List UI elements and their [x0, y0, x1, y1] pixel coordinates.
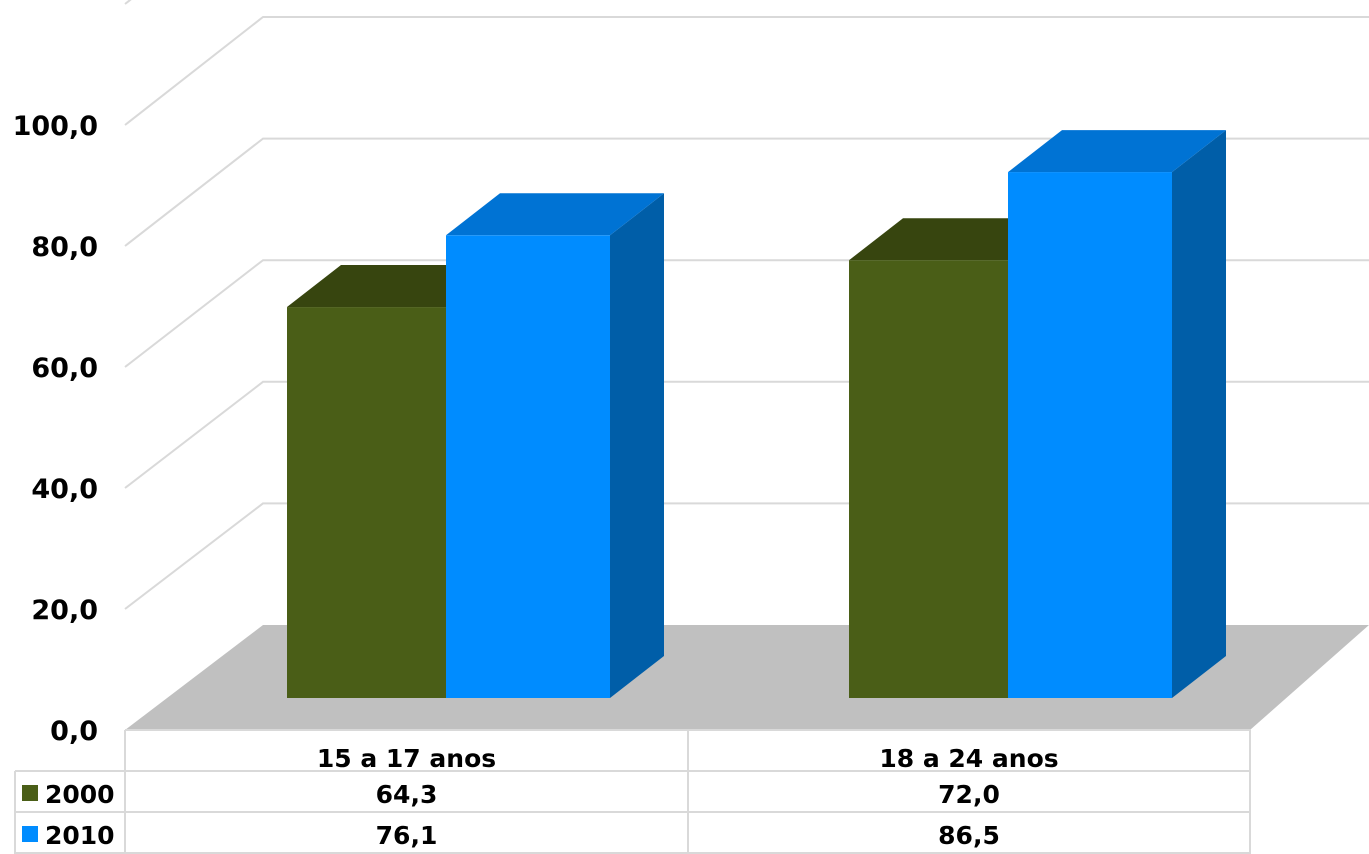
data-label: 64,3	[376, 780, 438, 809]
bar	[1008, 172, 1172, 698]
bar-top	[1008, 130, 1226, 173]
legend-label: 2010	[45, 821, 115, 850]
legend-label: 2000	[45, 780, 115, 809]
legend-swatch	[22, 826, 38, 842]
bar	[287, 307, 446, 698]
y-tick-label: 20,0	[31, 595, 98, 626]
data-label: 86,5	[938, 821, 1000, 850]
y-tick-label: 0,0	[50, 716, 98, 747]
gridline	[124, 0, 132, 5]
gridline	[124, 16, 1369, 126]
y-tick-label: 40,0	[31, 474, 98, 505]
bar-top	[446, 193, 664, 236]
data-label: 76,1	[376, 821, 438, 850]
y-tick-label: 100,0	[13, 111, 98, 142]
category-label: 18 a 24 anos	[879, 744, 1058, 773]
y-tick-label: 60,0	[31, 353, 98, 384]
category-label: 15 a 17 anos	[317, 744, 496, 773]
gridline	[124, 137, 1369, 247]
bar-side	[610, 193, 664, 698]
data-label: 72,0	[938, 780, 1000, 809]
bar-side	[1172, 130, 1226, 698]
y-tick-label: 80,0	[31, 232, 98, 263]
legend-swatch	[22, 785, 38, 801]
bar	[446, 235, 610, 698]
bar	[849, 260, 1008, 698]
